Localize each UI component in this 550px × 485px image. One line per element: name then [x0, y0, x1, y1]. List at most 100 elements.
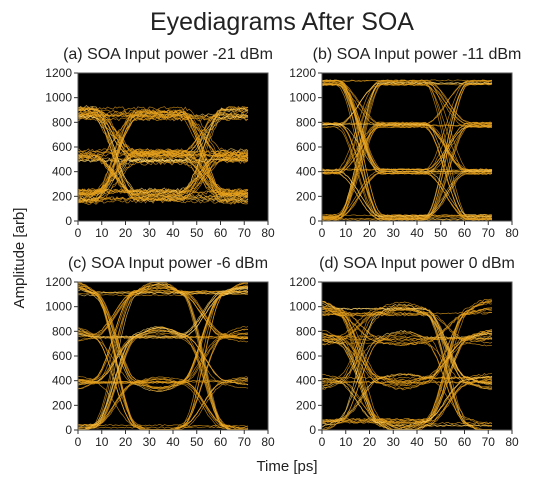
x-tick-label: 40 [410, 435, 424, 449]
y-tick-label: 200 [296, 189, 316, 203]
y-tick-label: 1200 [45, 66, 72, 80]
x-tick-label: 10 [339, 435, 353, 449]
eye-trace [78, 282, 249, 430]
eye-trace [78, 158, 249, 202]
x-tick-label: 50 [190, 226, 204, 240]
unfilled-region [493, 73, 512, 221]
y-tick-label: 400 [52, 165, 72, 179]
eye-trace [78, 284, 249, 429]
eye-trace [322, 126, 493, 221]
x-tick-label: 50 [434, 226, 448, 240]
eye-panel-2: (c) SOA Input power -6 dBm 0 10 20 30 40 50 60 7… [45, 255, 275, 449]
eye-trace [78, 110, 249, 198]
eye-trace [322, 84, 493, 221]
y-tick-label: 1200 [289, 66, 316, 80]
eye-trace [78, 114, 249, 163]
x-tick-label: 10 [339, 226, 353, 240]
eye-trace [322, 332, 493, 382]
x-tick-label: 70 [482, 435, 496, 449]
y-tick-label: 1000 [289, 91, 316, 105]
unfilled-region [249, 73, 268, 221]
eye-trace [322, 304, 493, 384]
eye-trace [78, 111, 249, 159]
eye-trace [322, 329, 493, 422]
y-tick-label: 400 [296, 374, 316, 388]
x-tick-label: 50 [434, 435, 448, 449]
panel-title: (d) SOA Input power 0 dBm [319, 255, 515, 272]
x-tick-label: 70 [238, 435, 252, 449]
y-tick-label: 600 [52, 349, 72, 363]
eye-trace [78, 110, 249, 198]
eye-trace [78, 115, 249, 203]
y-tick-label: 1200 [289, 275, 316, 289]
unfilled-region [493, 282, 512, 430]
y-tick-label: 1000 [45, 300, 72, 314]
eye-trace [78, 109, 249, 196]
eye-trace [78, 107, 249, 194]
x-tick-label: 80 [261, 435, 275, 449]
y-tick-label: 400 [296, 165, 316, 179]
eye-trace [322, 336, 493, 430]
y-tick-label: 400 [52, 374, 72, 388]
eye-trace [322, 80, 492, 125]
y-tick-label: 1000 [45, 91, 72, 105]
eye-trace [78, 331, 248, 430]
eye-trace [322, 339, 492, 430]
y-tick-label: 600 [296, 349, 316, 363]
eye-trace [78, 161, 249, 205]
x-tick-label: 70 [482, 226, 496, 240]
x-tick-label: 50 [190, 435, 204, 449]
x-tick-label: 20 [363, 435, 377, 449]
eye-trace [322, 307, 493, 387]
x-tick-label: 30 [387, 226, 401, 240]
eye-trace [322, 84, 493, 175]
eye-trace [322, 80, 493, 125]
y-tick-label: 0 [65, 214, 72, 228]
eye-trace [78, 158, 249, 202]
eye-trace [78, 115, 249, 203]
eye-trace [322, 304, 493, 315]
eye-trace [322, 376, 493, 430]
eye-panel-1: (b) SOA Input power -11 dBm 0 10 20 30 40 50 60… [289, 46, 521, 240]
eye-trace [78, 288, 248, 430]
eye-trace [322, 307, 492, 430]
eye-trace [78, 334, 249, 389]
eye-trace [78, 380, 249, 383]
x-tick-label: 0 [75, 226, 82, 240]
trace-group [322, 79, 493, 221]
y-tick-label: 800 [52, 115, 72, 129]
eye-trace [78, 156, 249, 201]
eye-trace [78, 196, 249, 201]
eye-trace [322, 172, 493, 220]
eye-trace [78, 285, 249, 390]
x-tick-label: 70 [238, 226, 252, 240]
eye-trace [78, 326, 249, 426]
eye-trace [78, 148, 249, 192]
eye-trace [322, 308, 493, 344]
y-tick-label: 0 [309, 214, 316, 228]
x-tick-label: 40 [166, 435, 180, 449]
eye-trace [78, 114, 249, 163]
eye-trace [322, 169, 493, 218]
y-tick-label: 200 [52, 398, 72, 412]
eye-trace [78, 289, 248, 294]
x-tick-label: 60 [214, 435, 228, 449]
x-tick-label: 10 [95, 226, 109, 240]
x-tick-label: 80 [505, 226, 519, 240]
panel-title: (a) SOA Input power -21 dBm [63, 46, 273, 63]
eye-trace [78, 107, 249, 155]
figure-title: Eyediagrams After SOA [150, 8, 414, 36]
x-tick-label: 40 [410, 226, 424, 240]
eye-trace [78, 107, 249, 194]
x-tick-label: 60 [458, 226, 472, 240]
panel-title: (c) SOA Input power -6 dBm [68, 255, 268, 272]
y-tick-label: 1200 [45, 275, 72, 289]
eye-trace [322, 329, 493, 427]
x-tick-label: 0 [319, 435, 326, 449]
eye-trace [322, 79, 493, 217]
x-tick-label: 80 [261, 226, 275, 240]
x-tick-label: 10 [95, 435, 109, 449]
y-tick-label: 200 [296, 398, 316, 412]
y-tick-label: 600 [296, 140, 316, 154]
